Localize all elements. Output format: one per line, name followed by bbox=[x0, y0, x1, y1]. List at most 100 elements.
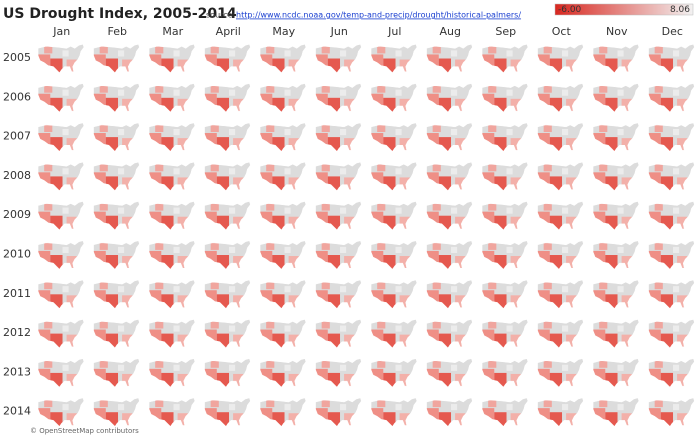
us-map bbox=[480, 396, 531, 428]
us-map bbox=[647, 278, 698, 310]
us-map bbox=[480, 121, 531, 153]
month-label: Oct bbox=[552, 25, 572, 38]
us-map bbox=[36, 81, 87, 113]
us-map bbox=[591, 199, 642, 231]
us-map bbox=[314, 199, 365, 231]
us-map bbox=[314, 121, 365, 153]
us-map bbox=[425, 160, 476, 192]
us-map bbox=[536, 278, 587, 310]
us-map bbox=[314, 317, 365, 349]
us-map bbox=[314, 160, 365, 192]
us-map bbox=[591, 357, 642, 389]
us-map bbox=[36, 199, 87, 231]
us-map bbox=[36, 160, 87, 192]
us-map bbox=[258, 42, 309, 74]
us-map bbox=[536, 160, 587, 192]
us-map bbox=[203, 121, 254, 153]
us-map bbox=[203, 357, 254, 389]
us-map bbox=[147, 396, 198, 428]
us-map bbox=[425, 357, 476, 389]
year-label: 2006 bbox=[3, 90, 31, 103]
us-map bbox=[36, 42, 87, 74]
us-map bbox=[369, 160, 420, 192]
us-map bbox=[369, 199, 420, 231]
us-map bbox=[647, 199, 698, 231]
us-map bbox=[425, 42, 476, 74]
us-map bbox=[369, 317, 420, 349]
month-label: Jun bbox=[330, 25, 348, 38]
us-map bbox=[536, 317, 587, 349]
month-label: May bbox=[272, 25, 295, 38]
us-map bbox=[647, 42, 698, 74]
us-map bbox=[203, 81, 254, 113]
us-map bbox=[480, 81, 531, 113]
us-map bbox=[147, 317, 198, 349]
year-label: 2009 bbox=[3, 208, 31, 221]
us-map bbox=[647, 81, 698, 113]
us-map bbox=[258, 357, 309, 389]
us-map bbox=[314, 81, 365, 113]
us-map bbox=[203, 199, 254, 231]
us-map bbox=[425, 396, 476, 428]
us-map bbox=[258, 160, 309, 192]
us-map bbox=[425, 121, 476, 153]
us-map bbox=[92, 121, 143, 153]
us-map bbox=[536, 121, 587, 153]
year-label: 2007 bbox=[3, 130, 31, 143]
us-map bbox=[203, 42, 254, 74]
us-map bbox=[369, 121, 420, 153]
us-map bbox=[92, 81, 143, 113]
month-label: Nov bbox=[606, 25, 628, 38]
us-map bbox=[203, 278, 254, 310]
us-map bbox=[258, 317, 309, 349]
year-label: 2014 bbox=[3, 405, 31, 418]
us-map bbox=[369, 278, 420, 310]
us-map bbox=[36, 278, 87, 310]
us-map bbox=[203, 160, 254, 192]
us-map bbox=[314, 42, 365, 74]
us-map bbox=[591, 81, 642, 113]
us-map bbox=[92, 239, 143, 271]
legend-max: 8.06 bbox=[670, 5, 690, 15]
us-map bbox=[36, 396, 87, 428]
source-link[interactable]: http://www.ncdc.noaa.gov/temp-and-precip… bbox=[236, 11, 521, 20]
us-map bbox=[480, 357, 531, 389]
us-map bbox=[647, 396, 698, 428]
us-map bbox=[258, 239, 309, 271]
us-map bbox=[425, 81, 476, 113]
us-map bbox=[203, 396, 254, 428]
us-map bbox=[203, 317, 254, 349]
us-map bbox=[536, 239, 587, 271]
us-map bbox=[425, 317, 476, 349]
us-map bbox=[647, 239, 698, 271]
month-label: Sep bbox=[495, 25, 516, 38]
us-map bbox=[36, 317, 87, 349]
us-map bbox=[92, 199, 143, 231]
us-map bbox=[591, 239, 642, 271]
us-map bbox=[92, 317, 143, 349]
us-map bbox=[647, 160, 698, 192]
month-label: Jul bbox=[387, 25, 401, 38]
us-map bbox=[369, 396, 420, 428]
us-map bbox=[258, 278, 309, 310]
year-label: 2012 bbox=[3, 326, 31, 339]
us-map bbox=[647, 357, 698, 389]
year-label: 2013 bbox=[3, 365, 31, 378]
us-map bbox=[147, 42, 198, 74]
us-map bbox=[147, 357, 198, 389]
month-label: Mar bbox=[162, 25, 183, 38]
us-map bbox=[258, 199, 309, 231]
us-map bbox=[591, 160, 642, 192]
us-map bbox=[591, 121, 642, 153]
month-label: Aug bbox=[440, 25, 461, 38]
month-label: April bbox=[216, 25, 241, 38]
us-map bbox=[147, 239, 198, 271]
us-map bbox=[369, 81, 420, 113]
us-map bbox=[92, 42, 143, 74]
us-map bbox=[591, 396, 642, 428]
us-map bbox=[258, 121, 309, 153]
us-map bbox=[425, 199, 476, 231]
us-map bbox=[480, 160, 531, 192]
us-map bbox=[425, 239, 476, 271]
